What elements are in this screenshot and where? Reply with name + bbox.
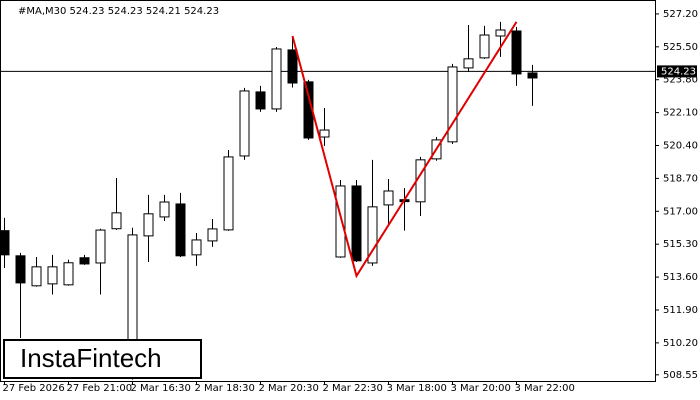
candle-body (95, 229, 106, 264)
candle-body (111, 212, 122, 230)
candle-body (175, 203, 186, 257)
candle-body (255, 91, 266, 110)
price-label: 524.23 (661, 66, 696, 77)
x-tick-label: 3 Mar 22:00 (515, 383, 575, 394)
candle-body (287, 49, 298, 84)
candle-body (495, 29, 506, 37)
pattern-line (291, 21, 518, 279)
candle-body (383, 190, 394, 206)
logo: InstaFintech (20, 343, 162, 373)
candle-body (479, 34, 490, 59)
logo-box (3, 339, 202, 379)
candle-body (191, 239, 202, 256)
candle-body (31, 266, 42, 287)
candle-body (463, 58, 474, 69)
y-tick-label: 517.00 (663, 206, 698, 217)
candle-body (143, 213, 154, 237)
x-tick-label: 2 Mar 22:30 (323, 383, 383, 394)
candle-body (223, 156, 234, 231)
x-tick-label: 3 Mar 18:00 (387, 383, 447, 394)
x-tick-label: 27 Feb 21:00 (67, 383, 133, 394)
y-tick-label: 522.10 (663, 108, 698, 119)
y-tick-label: 513.60 (663, 272, 698, 283)
candle-body (319, 129, 330, 138)
x-tick-label: 2 Mar 16:30 (131, 383, 191, 394)
plot-frame (0, 0, 656, 382)
y-tick-label: 520.40 (663, 141, 698, 152)
candle-body (447, 66, 458, 143)
candle-body (63, 262, 74, 286)
candle-body (0, 230, 10, 256)
candle-body (511, 30, 522, 75)
candle-body (527, 72, 538, 79)
y-tick-label: 508.55 (663, 370, 698, 381)
chart-title: #MA,M30 524.23 524.23 524.21 524.23 (18, 6, 219, 17)
candle-body (239, 90, 250, 157)
y-tick-label: 523.80 (663, 75, 698, 86)
x-tick-label: 2 Mar 20:30 (259, 383, 319, 394)
candle-body (207, 228, 218, 242)
y-tick-label: 518.70 (663, 173, 698, 184)
y-tick-label: 527.20 (663, 9, 698, 20)
candle-body (335, 185, 346, 258)
candle-body (79, 257, 90, 265)
y-tick-label: 511.90 (663, 305, 698, 316)
price-label-box (657, 65, 697, 78)
y-tick-label: 525.50 (663, 42, 698, 53)
candle-body (351, 185, 362, 262)
candle-body (15, 255, 26, 284)
y-tick-label: 510.20 (663, 338, 698, 349)
candle-body (367, 206, 378, 264)
candle-body (159, 201, 170, 218)
x-tick-label: 3 Mar 20:00 (451, 383, 511, 394)
candle-body (271, 48, 282, 110)
x-tick-label: 27 Feb 2026 (3, 383, 65, 394)
y-tick-label: 515.30 (663, 239, 698, 250)
candle-body (47, 266, 58, 285)
x-tick-label: 2 Mar 18:30 (195, 383, 255, 394)
